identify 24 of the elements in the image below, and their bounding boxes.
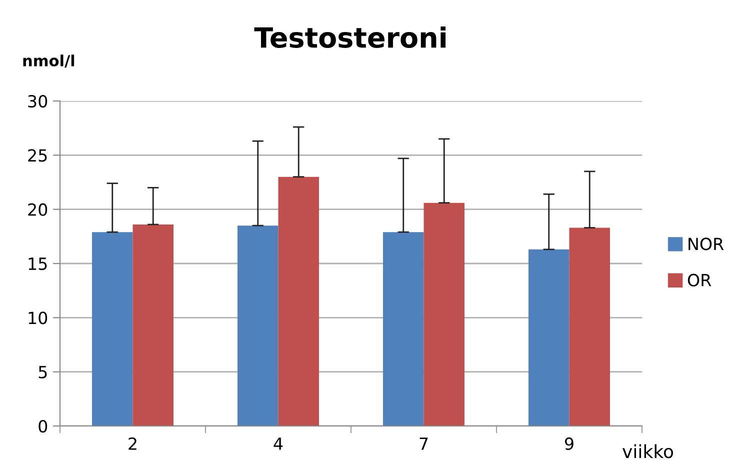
y-tick-label: 5 bbox=[38, 366, 47, 378]
bar bbox=[424, 202, 464, 426]
x-tick-label: 4 bbox=[274, 438, 283, 450]
y-tick-label: 15 bbox=[28, 258, 47, 270]
legend-label: OR bbox=[688, 274, 712, 286]
bar bbox=[132, 224, 174, 426]
chart-title: Testosteroni bbox=[254, 26, 446, 48]
bar bbox=[528, 249, 570, 426]
y-tick-label: 10 bbox=[28, 312, 48, 324]
y-tick-label: 0 bbox=[38, 420, 48, 433]
y-tick-label: 25 bbox=[28, 149, 47, 162]
x-tick-label: 9 bbox=[564, 437, 574, 450]
x-tick-label: 7 bbox=[420, 438, 428, 450]
y-tick-label: 20 bbox=[28, 203, 48, 216]
x-tick-label: 2 bbox=[128, 437, 136, 450]
bar bbox=[238, 226, 278, 426]
bar bbox=[569, 228, 610, 426]
bar bbox=[383, 232, 424, 426]
x-axis-title: viikko bbox=[622, 444, 674, 458]
bar bbox=[278, 176, 319, 426]
legend-label: NOR bbox=[688, 238, 724, 250]
bar bbox=[92, 232, 133, 426]
y-axis-title: nmol/l bbox=[23, 54, 74, 68]
y-tick-label: 30 bbox=[28, 94, 48, 108]
